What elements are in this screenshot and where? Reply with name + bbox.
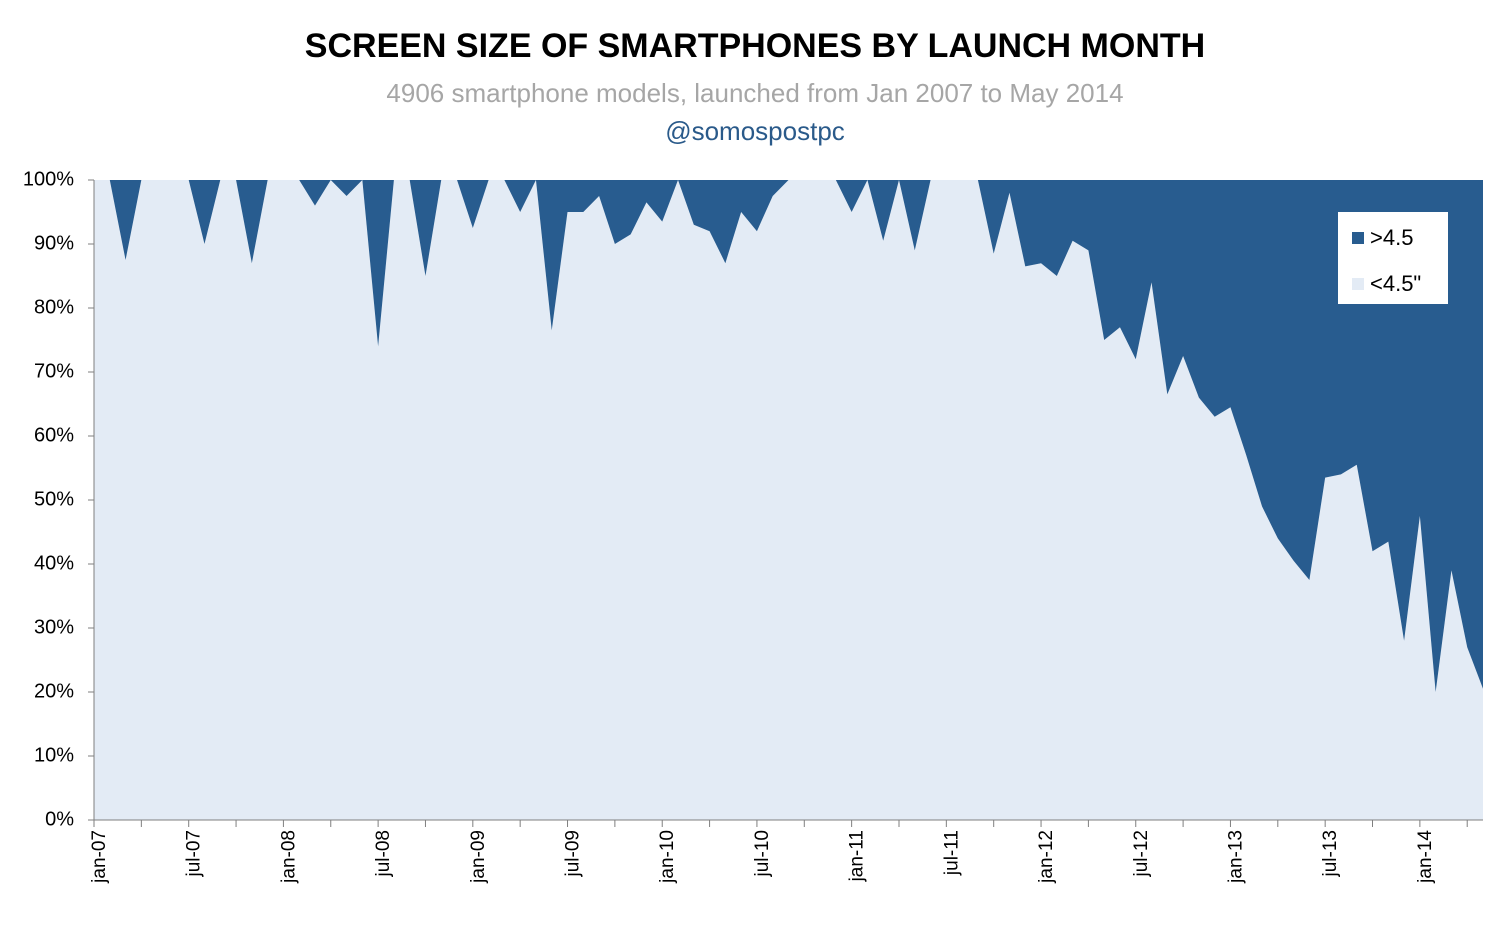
y-tick-label: 40% xyxy=(34,552,74,574)
y-tick-label: 100% xyxy=(23,168,74,190)
x-tick-label: jan-12 xyxy=(1036,830,1057,884)
x-tick-label: jul-10 xyxy=(752,830,773,877)
x-tick-label: jul-08 xyxy=(373,830,394,877)
legend-label: >4.5 xyxy=(1370,225,1413,250)
y-tick-label: 80% xyxy=(34,296,74,318)
area xyxy=(94,180,1483,692)
y-tick-label: 60% xyxy=(34,424,74,446)
chart-subtitle: 4906 smartphone models, launched from Ja… xyxy=(386,78,1123,108)
y-tick-label: 50% xyxy=(34,488,74,510)
x-tick-label: jan-14 xyxy=(1415,830,1436,884)
x-tick-label: jan-10 xyxy=(657,830,678,884)
legend-swatch xyxy=(1352,278,1364,290)
x-tick-label: jul-11 xyxy=(941,830,962,876)
x-tick-label: jul-09 xyxy=(563,830,584,877)
legend-label: <4.5" xyxy=(1370,271,1421,296)
y-tick-label: 30% xyxy=(34,616,74,638)
area xyxy=(94,180,1483,820)
x-tick-label: jul-12 xyxy=(1131,830,1152,877)
x-tick-label: jan-13 xyxy=(1225,830,1246,884)
annotation: @somospostpc xyxy=(665,116,845,146)
legend-swatch xyxy=(1352,232,1364,244)
x-tick-label: jan-08 xyxy=(278,830,299,884)
y-tick-label: 70% xyxy=(34,360,74,382)
y-tick-label: 20% xyxy=(34,680,74,702)
x-tick-label: jul-13 xyxy=(1320,830,1341,877)
x-tick-label: jan-09 xyxy=(468,830,489,884)
x-tick-label: jul-07 xyxy=(184,830,205,877)
x-tick-label: jan-11 xyxy=(847,830,868,882)
chart-title: SCREEN SIZE OF SMARTPHONES BY LAUNCH MON… xyxy=(305,27,1205,65)
y-tick-label: 0% xyxy=(45,808,74,830)
y-tick-label: 10% xyxy=(34,744,74,766)
x-tick-label: jan-07 xyxy=(89,830,110,884)
y-tick-label: 90% xyxy=(34,232,74,254)
